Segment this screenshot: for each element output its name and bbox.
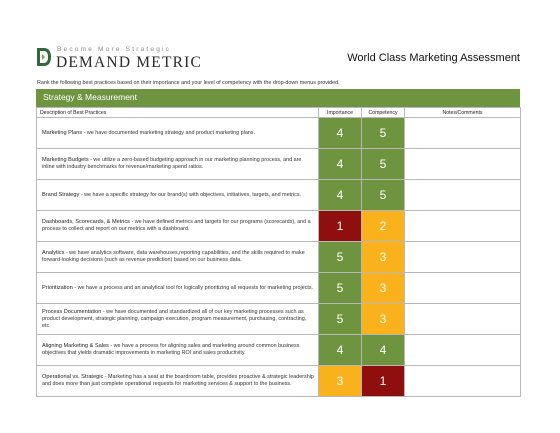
importance-select[interactable]: 4 bbox=[318, 117, 362, 149]
competency-select[interactable]: 3 bbox=[361, 303, 405, 335]
practice-text: - we have a process and an analytical to… bbox=[72, 284, 314, 291]
demand-metric-logo-icon bbox=[37, 48, 51, 66]
table-row: Operational vs. Strategic - Marketing ha… bbox=[36, 365, 521, 397]
notes-cell[interactable] bbox=[404, 303, 521, 335]
table-row: Marketing Budgets - we utilize a zero-ba… bbox=[36, 148, 521, 180]
practice-text: - we have documented and standardized al… bbox=[42, 308, 307, 329]
practice-text: - we have a specific strategy for our br… bbox=[79, 191, 302, 198]
importance-select[interactable]: 3 bbox=[318, 365, 362, 397]
notes-cell[interactable] bbox=[404, 334, 521, 366]
competency-select[interactable]: 5 bbox=[361, 148, 405, 180]
notes-cell[interactable] bbox=[404, 365, 521, 397]
column-header-notes: Notes/Comments bbox=[404, 107, 521, 118]
practice-description: Operational vs. Strategic - Marketing ha… bbox=[36, 365, 319, 397]
importance-select[interactable]: 5 bbox=[318, 241, 362, 273]
importance-select[interactable]: 4 bbox=[318, 179, 362, 211]
practice-name: Process Documentation bbox=[42, 308, 102, 315]
column-header-competency: Competency bbox=[361, 107, 405, 118]
table-row: Dashboards, Scorecards, & Metrics - we h… bbox=[36, 210, 521, 242]
table-row: Process Documentation - we have document… bbox=[36, 303, 521, 335]
brand-name: DEMAND METRIC bbox=[56, 54, 203, 71]
practice-name: Analytics bbox=[42, 250, 65, 256]
practice-text: - we have analytics software, data wareh… bbox=[42, 250, 305, 263]
practice-description: Dashboards, Scorecards, & Metrics - we h… bbox=[36, 210, 319, 242]
notes-cell[interactable] bbox=[404, 241, 521, 273]
table-row: Marketing Plans - we have documented mar… bbox=[36, 117, 521, 149]
competency-select[interactable]: 1 bbox=[361, 365, 405, 397]
practice-text: - we utilize a zero-based budgeting appr… bbox=[42, 157, 302, 170]
competency-select[interactable]: 3 bbox=[361, 241, 405, 273]
competency-select[interactable]: 3 bbox=[361, 272, 405, 304]
page-title: World Class Marketing Assessment bbox=[347, 52, 520, 64]
practice-text: - we have documented marketing strategy … bbox=[82, 129, 256, 136]
importance-select[interactable]: 4 bbox=[318, 334, 362, 366]
assessment-table: Description of Best Practices Importance… bbox=[36, 107, 521, 397]
table-header-row: Description of Best Practices Importance… bbox=[36, 107, 521, 118]
practice-text: - we have a process for aligning sales a… bbox=[42, 343, 300, 356]
practice-name: Operational vs. Strategic bbox=[42, 374, 104, 380]
section-header: Strategy & Measurement bbox=[36, 89, 520, 107]
instructions-text: Rank the following best practices based … bbox=[37, 80, 340, 86]
column-header-importance: Importance bbox=[318, 107, 362, 118]
practice-description: Marketing Budgets - we utilize a zero-ba… bbox=[36, 148, 319, 180]
practice-text: - Marketing has a seat at the boardroom … bbox=[42, 374, 314, 387]
brand-logo: Become More Strategic DEMAND METRIC bbox=[37, 46, 201, 72]
notes-cell[interactable] bbox=[404, 148, 521, 180]
notes-cell[interactable] bbox=[404, 179, 521, 211]
practice-name: Marketing Plans bbox=[42, 129, 83, 136]
practice-description: Analytics - we have analytics software, … bbox=[36, 241, 319, 273]
competency-select[interactable]: 5 bbox=[361, 117, 405, 149]
practice-description: Prioritization - we have a process and a… bbox=[36, 272, 319, 304]
practice-description: Brand Strategy - we have a specific stra… bbox=[36, 179, 319, 211]
table-row: Analytics - we have analytics software, … bbox=[36, 241, 521, 273]
practice-name: Marketing Budgets bbox=[42, 157, 89, 163]
importance-select[interactable]: 5 bbox=[318, 303, 362, 335]
table-row: Aligning Marketing & Sales - we have a p… bbox=[36, 334, 521, 366]
practice-description: Marketing Plans - we have documented mar… bbox=[36, 117, 319, 149]
table-row: Prioritization - we have a process and a… bbox=[36, 272, 521, 304]
importance-select[interactable]: 4 bbox=[318, 148, 362, 180]
competency-select[interactable]: 4 bbox=[361, 334, 405, 366]
practice-description: Aligning Marketing & Sales - we have a p… bbox=[36, 334, 319, 366]
practice-name: Dashboards, Scorecards, & Metrics bbox=[42, 219, 130, 225]
competency-select[interactable]: 5 bbox=[361, 179, 405, 211]
practice-name: Brand Strategy bbox=[42, 191, 80, 198]
notes-cell[interactable] bbox=[404, 272, 521, 304]
competency-select[interactable]: 2 bbox=[361, 210, 405, 242]
practice-name: Prioritization bbox=[42, 284, 73, 291]
column-header-description: Description of Best Practices bbox=[36, 107, 319, 118]
importance-select[interactable]: 5 bbox=[318, 272, 362, 304]
brand-tagline: Become More Strategic bbox=[57, 46, 172, 53]
notes-cell[interactable] bbox=[404, 117, 521, 149]
section-title: Strategy & Measurement bbox=[43, 92, 138, 102]
practice-text: - we have defined metrics and targets fo… bbox=[42, 219, 311, 232]
practice-name: Aligning Marketing & Sales bbox=[42, 343, 109, 349]
notes-cell[interactable] bbox=[404, 210, 521, 242]
importance-select[interactable]: 1 bbox=[318, 210, 362, 242]
table-row: Brand Strategy - we have a specific stra… bbox=[36, 179, 521, 211]
practice-description: Process Documentation - we have document… bbox=[36, 303, 319, 335]
